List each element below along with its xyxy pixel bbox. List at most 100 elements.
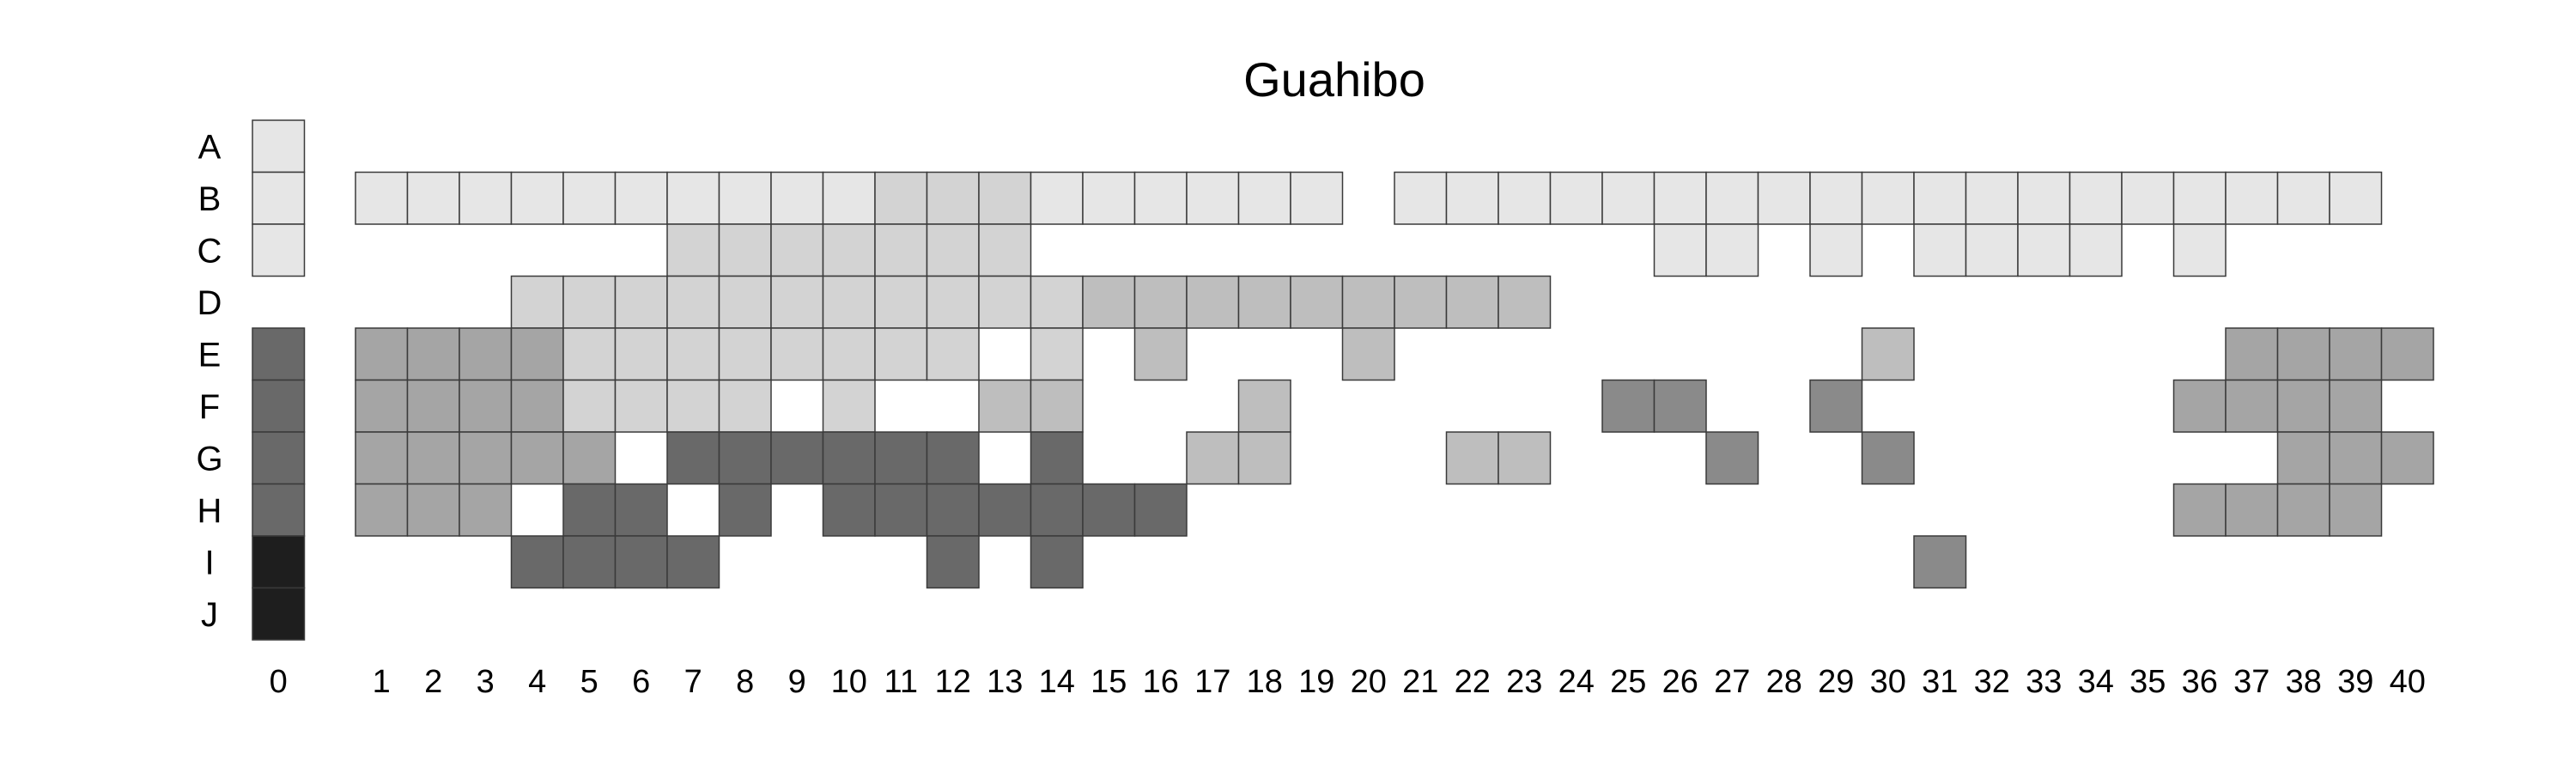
cell-D-16 (1133, 275, 1188, 329)
cell-C-7 (666, 223, 720, 277)
cell-C-36 (2172, 223, 2227, 277)
cell-D-9 (770, 275, 824, 329)
cell-F-7 (666, 379, 720, 433)
cell-G-30 (1861, 431, 1915, 485)
cell-I-5 (562, 535, 617, 589)
cell-F-8 (718, 379, 772, 433)
cell-C-10 (822, 223, 876, 277)
cell-H-38 (2276, 483, 2330, 537)
cell-B-3 (459, 171, 513, 225)
column-label-10: 10 (831, 664, 867, 700)
cell-B-18 (1237, 171, 1291, 225)
column-label-12: 12 (935, 664, 971, 700)
cell-H-37 (2225, 483, 2279, 537)
cell-C-27 (1705, 223, 1759, 277)
column-label-30: 30 (1870, 664, 1906, 700)
cell-H-6 (614, 483, 668, 537)
cell-E-14 (1030, 327, 1084, 381)
cell-F-14 (1030, 379, 1084, 433)
row-label-D: D (197, 284, 222, 322)
cell-H-36 (2172, 483, 2227, 537)
cell-F-36 (2172, 379, 2227, 433)
cell-D-13 (978, 275, 1032, 329)
cell-B-4 (510, 171, 564, 225)
cell-B-24 (1549, 171, 1603, 225)
cell-E-39 (2329, 327, 2383, 381)
cell-D-18 (1237, 275, 1291, 329)
column-label-38: 38 (2286, 664, 2322, 700)
cell-H-3 (459, 483, 513, 537)
cell-B-5 (562, 171, 617, 225)
cell-F-6 (614, 379, 668, 433)
cell-C-8 (718, 223, 772, 277)
column-label-17: 17 (1194, 664, 1230, 700)
column-label-27: 27 (1714, 664, 1750, 700)
cell-B-25 (1601, 171, 1656, 225)
cell-B-34 (2069, 171, 2123, 225)
cell-C-9 (770, 223, 824, 277)
cell-H-11 (874, 483, 928, 537)
cell-C-12 (926, 223, 980, 277)
cell-D-22 (1445, 275, 1499, 329)
cell-B-7 (666, 171, 720, 225)
cell-D-17 (1186, 275, 1240, 329)
cell-C-29 (1809, 223, 1863, 277)
column-label-40: 40 (2390, 664, 2426, 700)
cell-G-38 (2276, 431, 2330, 485)
cell-E-1 (355, 327, 409, 381)
column-label-15: 15 (1091, 664, 1127, 700)
column-label-25: 25 (1610, 664, 1646, 700)
cell-E-7 (666, 327, 720, 381)
row-label-F: F (199, 388, 220, 426)
cell-D-23 (1498, 275, 1552, 329)
cell-C-26 (1653, 223, 1707, 277)
cell-F-3 (459, 379, 513, 433)
cell-D-7 (666, 275, 720, 329)
cell-B-17 (1186, 171, 1240, 225)
column-label-29: 29 (1818, 664, 1854, 700)
cell-B-28 (1757, 171, 1811, 225)
column-label-20: 20 (1351, 664, 1387, 700)
column-label-14: 14 (1039, 664, 1075, 700)
cell-H-2 (406, 483, 460, 537)
cell-C-33 (2017, 223, 2071, 277)
cell-D-8 (718, 275, 772, 329)
cell-H-5 (562, 483, 617, 537)
cell-E-0 (252, 327, 306, 381)
cell-D-11 (874, 275, 928, 329)
column-label-5: 5 (580, 664, 598, 700)
cell-G-27 (1705, 431, 1759, 485)
cell-E-4 (510, 327, 564, 381)
cell-H-1 (355, 483, 409, 537)
cell-C-13 (978, 223, 1032, 277)
cell-D-6 (614, 275, 668, 329)
column-label-39: 39 (2337, 664, 2373, 700)
cell-H-39 (2329, 483, 2383, 537)
column-label-4: 4 (528, 664, 546, 700)
cell-G-10 (822, 431, 876, 485)
cell-B-26 (1653, 171, 1707, 225)
row-label-C: C (197, 232, 222, 270)
cell-H-12 (926, 483, 980, 537)
cell-D-15 (1082, 275, 1136, 329)
cell-G-17 (1186, 431, 1240, 485)
cell-F-5 (562, 379, 617, 433)
column-label-31: 31 (1922, 664, 1958, 700)
cell-E-38 (2276, 327, 2330, 381)
cell-G-7 (666, 431, 720, 485)
cell-E-6 (614, 327, 668, 381)
chart-title: Guahibo (1243, 52, 1425, 107)
cell-H-10 (822, 483, 876, 537)
cell-E-2 (406, 327, 460, 381)
cell-B-15 (1082, 171, 1136, 225)
cell-F-26 (1653, 379, 1707, 433)
cell-F-37 (2225, 379, 2279, 433)
cell-B-33 (2017, 171, 2071, 225)
cell-B-19 (1290, 171, 1344, 225)
cell-D-19 (1290, 275, 1344, 329)
cell-B-10 (822, 171, 876, 225)
cell-F-25 (1601, 379, 1656, 433)
cell-G-3 (459, 431, 513, 485)
cell-B-16 (1133, 171, 1188, 225)
row-label-I: I (204, 544, 214, 581)
